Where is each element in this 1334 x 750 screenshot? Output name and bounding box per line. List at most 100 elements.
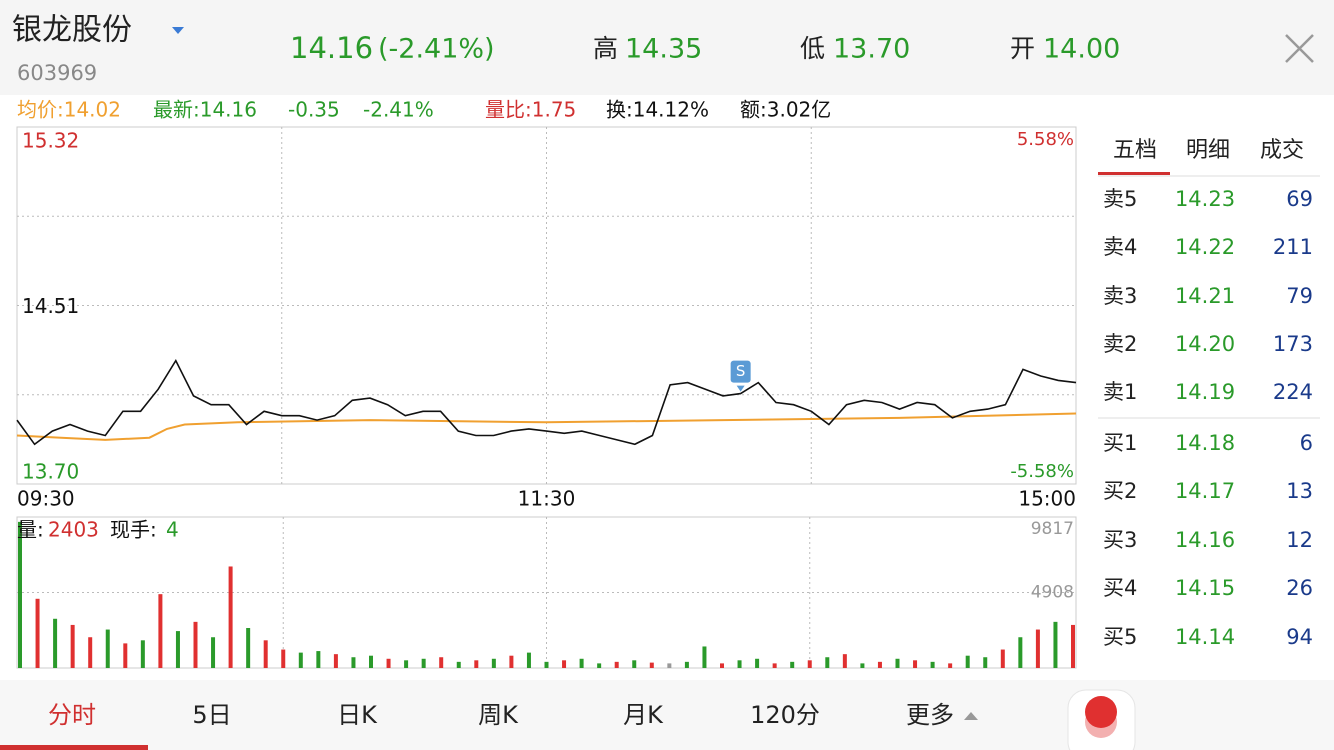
- hand-label: 现手:: [110, 518, 157, 542]
- volume-bar: [158, 594, 163, 668]
- turnover: 换:14.12%: [606, 98, 709, 122]
- tab[interactable]: 120分: [750, 701, 820, 729]
- volume-bar: [913, 660, 918, 668]
- amount: 额:3.02亿: [740, 98, 831, 122]
- volume-bar: [965, 655, 970, 668]
- volume-bar: [509, 655, 514, 668]
- volume-bar: [1018, 637, 1023, 668]
- volume-bar: [404, 660, 409, 668]
- book-volume: 12: [1286, 528, 1313, 552]
- y-tick-label: 9817: [1031, 519, 1074, 539]
- tab[interactable]: 更多: [906, 701, 954, 729]
- volume-bar: [825, 657, 830, 668]
- book-label: 卖5: [1103, 187, 1137, 211]
- price-chart: 13.70 14.51 15.32 -5.58% 5.58% 09:30 11:30 15:0…: [16, 127, 1077, 511]
- open-label: 开: [1010, 34, 1035, 63]
- volume-bar: [860, 663, 865, 668]
- volume-bar: [684, 661, 689, 668]
- book-tab[interactable]: 明细: [1186, 138, 1230, 163]
- volume-bar: [1053, 621, 1058, 668]
- tab[interactable]: 日K: [337, 701, 378, 729]
- book-label: 买1: [1103, 431, 1137, 455]
- volume-bar: [1071, 624, 1075, 668]
- vol-value: 2403: [48, 518, 99, 542]
- volume-bar: [53, 618, 58, 668]
- volume-bar: [439, 657, 444, 668]
- book-tab[interactable]: 五档: [1113, 138, 1157, 163]
- volume-bar: [35, 598, 40, 668]
- volume-bar: [211, 637, 216, 668]
- dropdown-icon[interactable]: [172, 27, 184, 34]
- volume-bar: [702, 646, 707, 668]
- y-tick-label: 13.70: [22, 460, 79, 484]
- book-price: 14.21: [1175, 284, 1235, 308]
- volume-bar: [228, 566, 233, 668]
- low-label: 低: [800, 34, 825, 63]
- y-tick-label: 14.51: [22, 294, 79, 318]
- price-line: [16, 412, 1077, 441]
- volume-bar: [877, 661, 882, 668]
- volume-bar: [88, 637, 93, 668]
- volume-bar: [105, 629, 110, 668]
- volume-chart: 4908 9817: [17, 517, 1076, 668]
- volume-bar: [649, 662, 654, 668]
- low: 13.70: [833, 34, 910, 65]
- volume-bar: [895, 658, 900, 668]
- book-price: 14.18: [1175, 431, 1235, 455]
- x-tick-label: 09:30: [17, 487, 75, 511]
- price: 14.16: [290, 31, 373, 65]
- volume-bar: [614, 661, 619, 668]
- volume-bar: [737, 660, 742, 668]
- book-volume: 13: [1286, 479, 1313, 503]
- book-label: 买5: [1103, 625, 1137, 649]
- volume-bar: [983, 657, 988, 668]
- volume-bar: [140, 640, 145, 668]
- tab[interactable]: 分时: [48, 701, 96, 729]
- book-price: 14.20: [1175, 332, 1235, 356]
- volume-bar: [456, 661, 461, 668]
- book-label: 买3: [1103, 528, 1137, 552]
- volume-bar: [1000, 649, 1005, 668]
- tab[interactable]: 周K: [478, 701, 519, 729]
- more-arrow[interactable]: [964, 712, 978, 720]
- volume-bar: [298, 652, 303, 668]
- book-price: 14.19: [1175, 380, 1235, 404]
- latest: 最新:14.16: [153, 98, 257, 122]
- volume-bar: [632, 660, 637, 668]
- book-price: 14.16: [1175, 528, 1235, 552]
- annotation-badge[interactable]: [730, 360, 751, 383]
- book-tab-indicator: [1098, 172, 1170, 175]
- tab[interactable]: 5日: [192, 701, 231, 729]
- volume-bar: [562, 660, 567, 668]
- book-volume: 211: [1273, 235, 1313, 259]
- header-bg: [0, 0, 1334, 95]
- volume-bar: [720, 663, 724, 668]
- volume-bar: [70, 624, 75, 668]
- tab[interactable]: 月K: [623, 701, 664, 729]
- book-volume: 6: [1300, 431, 1313, 455]
- price-line: [16, 358, 1077, 446]
- book-tab[interactable]: 成交: [1260, 138, 1304, 163]
- annotation-pointer: [736, 385, 745, 392]
- volume-bar: [667, 663, 672, 668]
- x-tick-label: 11:30: [518, 487, 576, 511]
- close-button[interactable]: [1285, 34, 1314, 63]
- volume-bar: [18, 521, 22, 668]
- volume-bar: [544, 661, 549, 668]
- volume-bar: [526, 652, 531, 668]
- volume-bar: [579, 658, 584, 668]
- book-label: 卖3: [1103, 284, 1137, 308]
- avg-price: 均价:14.02: [17, 98, 121, 122]
- book-label: 卖4: [1103, 235, 1137, 259]
- volume-bar: [351, 657, 356, 668]
- tabs: 分时 5日 日K 周K 月K 120分 更多: [48, 701, 978, 729]
- y-tick-label: 4908: [1031, 583, 1074, 603]
- volume-bar: [123, 643, 128, 668]
- book-volume: 94: [1286, 625, 1313, 649]
- stock-name[interactable]: 银龙股份: [12, 13, 132, 48]
- volume-bar: [790, 661, 795, 668]
- high-label: 高: [593, 34, 618, 63]
